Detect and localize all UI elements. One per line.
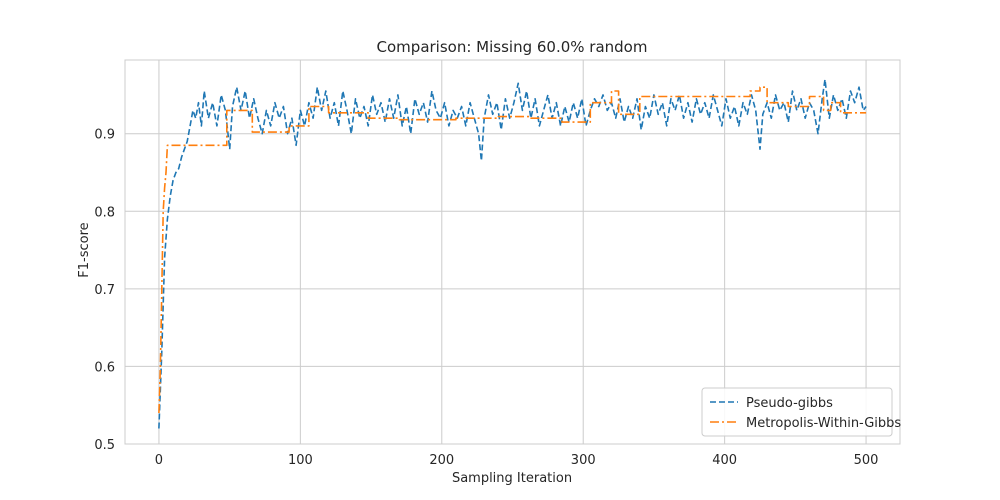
x-tick-label: 300 xyxy=(571,453,596,468)
chart-title: Comparison: Missing 60.0% random xyxy=(377,38,648,56)
y-tick-label: 0.6 xyxy=(94,360,115,375)
x-tick-label: 200 xyxy=(429,453,454,468)
legend-label: Metropolis-Within-Gibbs xyxy=(746,416,901,431)
grid-lines xyxy=(124,59,901,445)
y-tick-label: 0.9 xyxy=(94,128,115,143)
x-tick-label: 100 xyxy=(288,453,313,468)
x-axis-label: Sampling Iteration xyxy=(452,471,572,486)
plot-frame xyxy=(124,59,901,445)
legend-label: Pseudo-gibbs xyxy=(746,396,833,411)
y-tick-label: 0.7 xyxy=(94,283,115,298)
x-tick-label: 500 xyxy=(854,453,879,468)
legend-box xyxy=(701,387,893,437)
series-lines xyxy=(158,78,867,429)
y-tick-label: 0.5 xyxy=(94,438,115,453)
tick-labels: 0 100 200 300 400 500 0.5 0.6 0.7 0.8 0.9 xyxy=(94,128,878,468)
legend: Pseudo-gibbs Metropolis-Within-Gibbs xyxy=(701,387,901,437)
series-line-1 xyxy=(158,78,867,429)
y-axis-label: F1-score xyxy=(77,222,92,277)
x-tick-label: 0 xyxy=(155,453,163,468)
y-tick-label: 0.8 xyxy=(94,205,115,220)
x-tick-label: 400 xyxy=(712,453,737,468)
series-line-2 xyxy=(158,86,867,414)
